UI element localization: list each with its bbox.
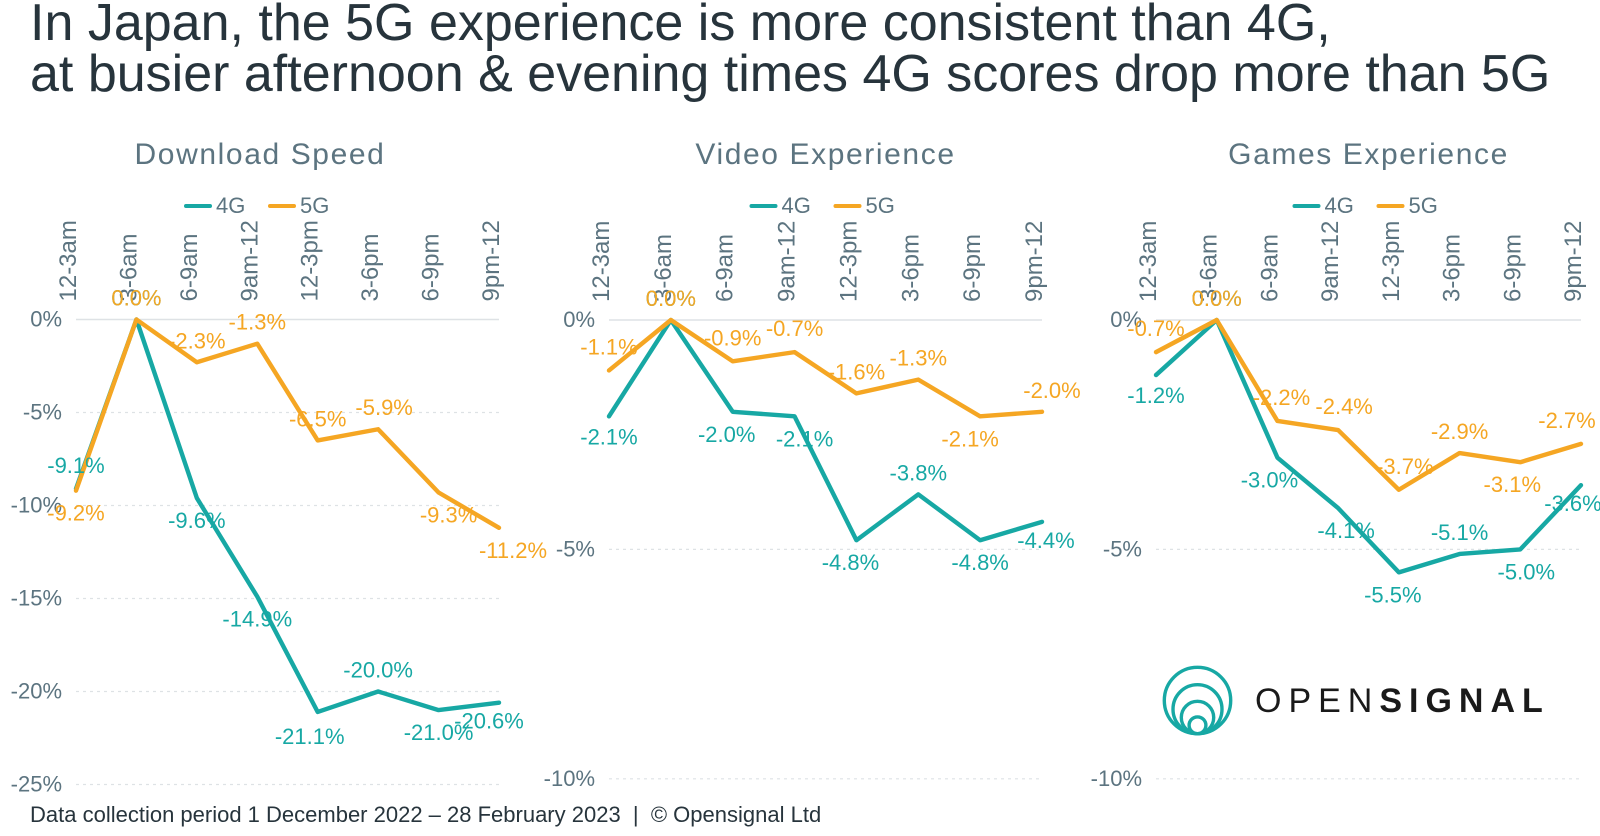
- svg-text:-2.2%: -2.2%: [1253, 385, 1310, 410]
- svg-text:-2.4%: -2.4%: [1315, 394, 1372, 419]
- svg-text:6-9pm: 6-9pm: [1499, 234, 1526, 302]
- svg-text:9pm-12: 9pm-12: [478, 220, 505, 301]
- svg-text:-9.3%: -9.3%: [420, 502, 477, 527]
- svg-text:-2.0%: -2.0%: [1023, 378, 1080, 403]
- svg-text:9am-12: 9am-12: [236, 220, 263, 301]
- svg-text:-20.0%: -20.0%: [343, 658, 413, 683]
- svg-text:-1.2%: -1.2%: [1127, 383, 1184, 408]
- svg-text:-20%: -20%: [11, 679, 62, 704]
- svg-text:0.0%: 0.0%: [111, 286, 161, 311]
- svg-text:-9.6%: -9.6%: [168, 508, 225, 533]
- svg-text:0%: 0%: [563, 307, 595, 332]
- svg-text:5G: 5G: [300, 193, 329, 218]
- svg-text:6-9pm: 6-9pm: [418, 233, 445, 301]
- svg-text:12-3am: 12-3am: [1135, 221, 1162, 302]
- svg-text:3-6pm: 3-6pm: [1439, 234, 1466, 302]
- svg-text:-5%: -5%: [1103, 536, 1142, 561]
- svg-text:6-9am: 6-9am: [176, 233, 203, 301]
- svg-text:Video Experience: Video Experience: [695, 138, 955, 171]
- svg-text:-9.2%: -9.2%: [47, 501, 104, 526]
- svg-text:12-3am: 12-3am: [588, 221, 615, 302]
- svg-text:-2.0%: -2.0%: [698, 422, 755, 447]
- svg-text:3-6pm: 3-6pm: [897, 234, 924, 302]
- svg-text:4G: 4G: [782, 193, 811, 218]
- svg-text:Games Experience: Games Experience: [1228, 138, 1509, 171]
- svg-text:-4.4%: -4.4%: [1017, 528, 1074, 553]
- svg-text:5G: 5G: [1409, 193, 1438, 218]
- svg-text:12-3pm: 12-3pm: [835, 221, 862, 302]
- svg-text:-2.1%: -2.1%: [776, 426, 833, 451]
- svg-text:9am-12: 9am-12: [1317, 221, 1344, 302]
- svg-text:-25%: -25%: [11, 772, 62, 797]
- svg-text:-11.2%: -11.2%: [479, 538, 547, 563]
- svg-text:-2.1%: -2.1%: [941, 426, 998, 451]
- svg-text:-5%: -5%: [23, 400, 62, 425]
- svg-text:6-9am: 6-9am: [1256, 234, 1283, 302]
- svg-text:-5%: -5%: [556, 536, 595, 561]
- svg-text:-3.6%: -3.6%: [1544, 491, 1600, 516]
- svg-text:-5.0%: -5.0%: [1498, 559, 1555, 584]
- svg-text:-5.9%: -5.9%: [355, 395, 412, 420]
- svg-text:-5.1%: -5.1%: [1431, 520, 1488, 545]
- svg-text:4G: 4G: [1325, 193, 1354, 218]
- svg-text:-10%: -10%: [544, 766, 595, 791]
- svg-text:-4.8%: -4.8%: [822, 550, 879, 575]
- svg-text:-20.6%: -20.6%: [454, 709, 524, 734]
- svg-text:-1.1%: -1.1%: [580, 334, 637, 359]
- svg-text:-3.0%: -3.0%: [1241, 468, 1298, 493]
- svg-text:6-9pm: 6-9pm: [959, 234, 986, 302]
- svg-text:-3.8%: -3.8%: [890, 460, 947, 485]
- svg-text:12-3am: 12-3am: [55, 220, 82, 301]
- svg-text:5G: 5G: [866, 193, 895, 218]
- svg-text:-3.7%: -3.7%: [1376, 454, 1433, 479]
- svg-text:-14.9%: -14.9%: [222, 607, 292, 632]
- svg-text:-1.3%: -1.3%: [229, 310, 286, 335]
- svg-text:9pm-12: 9pm-12: [1560, 221, 1587, 302]
- svg-text:9am-12: 9am-12: [774, 221, 801, 302]
- svg-text:4G: 4G: [216, 193, 245, 218]
- svg-text:6-9am: 6-9am: [712, 234, 739, 302]
- svg-text:-4.1%: -4.1%: [1317, 518, 1374, 543]
- svg-text:9pm-12: 9pm-12: [1021, 221, 1048, 302]
- svg-text:-3.1%: -3.1%: [1484, 472, 1541, 497]
- svg-text:-4.8%: -4.8%: [951, 550, 1008, 575]
- svg-text:-5.5%: -5.5%: [1364, 582, 1421, 607]
- svg-text:3-6pm: 3-6pm: [357, 233, 384, 301]
- svg-text:0%: 0%: [30, 307, 62, 332]
- svg-text:-2.9%: -2.9%: [1431, 419, 1488, 444]
- svg-text:-2.3%: -2.3%: [168, 328, 225, 353]
- svg-text:-6.5%: -6.5%: [289, 406, 346, 431]
- svg-text:OPENSIGNAL: OPENSIGNAL: [1255, 682, 1550, 720]
- svg-text:-9.1%: -9.1%: [47, 453, 104, 478]
- svg-text:-2.1%: -2.1%: [580, 424, 637, 449]
- svg-text:-10%: -10%: [1091, 766, 1142, 791]
- svg-text:-0.7%: -0.7%: [1127, 316, 1184, 341]
- svg-text:-1.6%: -1.6%: [828, 359, 885, 384]
- svg-text:-0.7%: -0.7%: [766, 316, 823, 341]
- svg-text:Download Speed: Download Speed: [135, 138, 386, 171]
- svg-text:-1.3%: -1.3%: [890, 346, 947, 371]
- svg-text:-2.7%: -2.7%: [1538, 408, 1595, 433]
- svg-text:12-3pm: 12-3pm: [1378, 221, 1405, 302]
- svg-text:12-3pm: 12-3pm: [297, 220, 324, 301]
- svg-text:0.0%: 0.0%: [646, 286, 696, 311]
- svg-text:-0.9%: -0.9%: [704, 325, 761, 350]
- svg-text:-21.1%: -21.1%: [275, 724, 345, 749]
- svg-text:0.0%: 0.0%: [1192, 286, 1242, 311]
- svg-text:-15%: -15%: [11, 586, 62, 611]
